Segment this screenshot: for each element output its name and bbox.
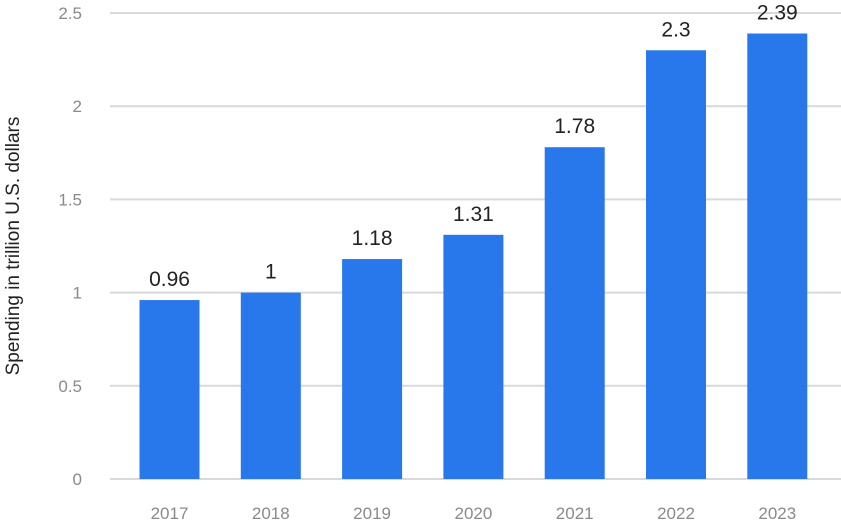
- data-label-2021: 1.78: [554, 115, 595, 138]
- x-tick-label-2022: 2022: [657, 504, 695, 520]
- data-label-2020: 1.31: [453, 203, 494, 226]
- bar-2017: [139, 300, 200, 479]
- x-tick-label-2019: 2019: [353, 504, 391, 520]
- y-tick-label: 0: [73, 470, 82, 489]
- bars: [139, 33, 808, 480]
- data-labels: 0.96 1 1.18 1.31 1.78 2.3 2.39: [149, 2, 798, 292]
- data-label-2022: 2.3: [661, 18, 690, 41]
- x-tick-label-2023: 2023: [758, 504, 796, 520]
- y-tick-label: 1.5: [58, 190, 82, 209]
- x-tick-label-2021: 2021: [556, 504, 594, 520]
- data-label-2023: 2.39: [757, 2, 798, 25]
- bar-2018: [240, 292, 301, 479]
- y-tick-label: 0.5: [58, 377, 82, 396]
- x-tick-label-2017: 2017: [151, 504, 189, 520]
- y-axis-ticks: 0 0.5 1 1.5 2 2.5: [58, 4, 82, 489]
- data-label-2018: 1: [265, 261, 277, 284]
- y-axis-label: Spending in trillion U.S. dollars: [3, 117, 24, 376]
- bar-2022: [646, 50, 706, 479]
- data-label-2017: 0.96: [149, 268, 190, 291]
- x-axis-ticks: 2017 2018 2019 2020 2021 2022 2023: [151, 504, 797, 520]
- x-tick-label-2020: 2020: [454, 504, 492, 520]
- data-label-2019: 1.18: [352, 227, 393, 250]
- bar-2021: [544, 147, 605, 479]
- bar-2023: [747, 33, 808, 480]
- y-tick-label: 1: [73, 284, 82, 303]
- y-tick-label: 2: [73, 97, 82, 116]
- y-tick-label: 2.5: [58, 4, 82, 23]
- bar-2019: [342, 259, 403, 479]
- bar-2020: [443, 234, 504, 479]
- x-tick-label-2018: 2018: [252, 504, 290, 520]
